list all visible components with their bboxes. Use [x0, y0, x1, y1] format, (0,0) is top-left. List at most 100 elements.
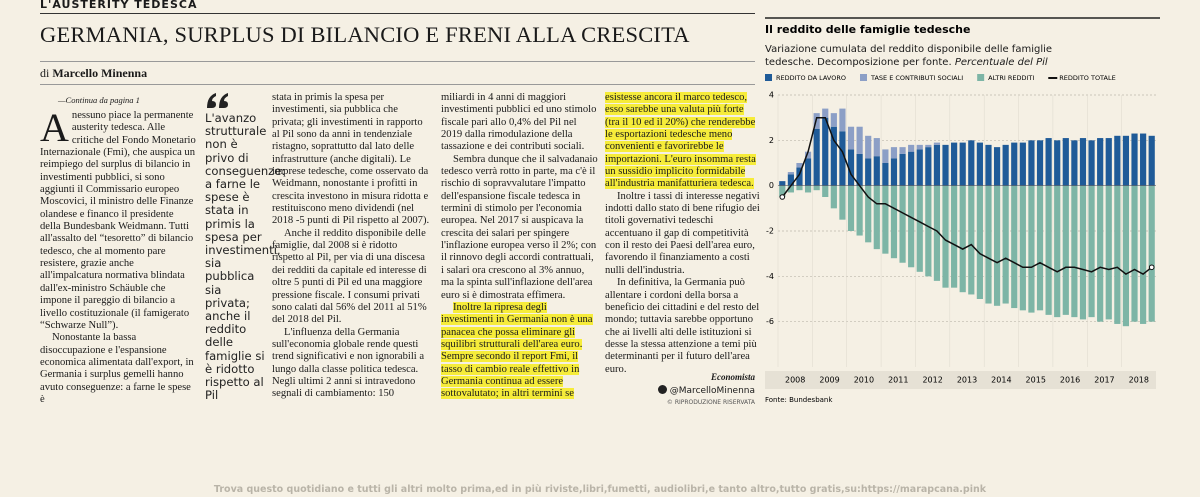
legend-swatch [765, 74, 772, 81]
section-label: L'AUSTERITY TEDESCA [40, 0, 198, 11]
bar-segment [1045, 138, 1052, 186]
bar-segment [1105, 138, 1112, 186]
legend-swatch [977, 74, 985, 81]
bar-segment [1045, 185, 1052, 315]
bar-segment [1036, 185, 1044, 311]
x-tick-label: 2012 [922, 376, 942, 385]
chart-source: Fonte: Bundesbank [765, 396, 833, 404]
bar-segment [813, 129, 820, 186]
byline-prefix: di [40, 66, 50, 80]
bar-segment [804, 151, 812, 159]
bar-segment [1079, 138, 1087, 186]
bar-segment [882, 185, 889, 254]
bar-segment [1019, 142, 1026, 186]
bar-segment [1071, 185, 1078, 318]
bar-segment [804, 158, 812, 186]
rights: © RIPRODUZIONE RISERVATA [666, 399, 755, 406]
chart-description: Variazione cumulata del reddito disponib… [765, 43, 1095, 69]
bar-segment [787, 172, 794, 175]
legend-label: ALTRI REDDITI [988, 74, 1034, 82]
twitter-icon [657, 385, 667, 394]
bar-segment [959, 185, 966, 293]
y-tick-label: 2 [769, 136, 774, 145]
bar-segment [1148, 135, 1155, 186]
bar-segment [873, 156, 880, 186]
bar-segment [925, 185, 932, 277]
bar-segment [976, 185, 983, 299]
bar-segment [839, 131, 846, 186]
y-tick-label: 0 [769, 181, 774, 190]
bar-segment [1140, 133, 1147, 186]
bar-segment [976, 142, 983, 186]
bar-segment [1028, 140, 1035, 186]
bar-segment [1071, 140, 1078, 186]
bar-segment [916, 185, 923, 272]
x-tick-label: 2018 [1129, 376, 1149, 385]
quote-icon [207, 93, 228, 108]
bar-segment [1062, 138, 1069, 186]
bar-segment [1011, 185, 1018, 309]
bar-segment [1097, 185, 1104, 322]
chart-subtitle: Variazione cumulata del reddito disponib… [765, 44, 1053, 68]
bar-segment [1036, 140, 1044, 186]
bar-segment [959, 142, 966, 186]
bar-segment [1122, 185, 1130, 327]
legend-label: REDDITO DA LAVORO [776, 74, 846, 82]
bar-segment [916, 144, 923, 150]
bar-segment [847, 149, 855, 186]
headline: GERMANIA, SURPLUS DI BILANCIO E FRENI AL… [40, 22, 690, 47]
paragraph: Anche il reddito disponibile delle famig… [272, 227, 427, 326]
signature-handle: @MarcelloMinenna [605, 385, 755, 396]
bar-segment [925, 144, 932, 148]
bar-segment [1088, 185, 1095, 318]
bar-segment [899, 147, 906, 154]
bar-segment [787, 174, 794, 186]
paragraph: Sembra dunque che il salvadanaio tedesco… [441, 153, 598, 301]
bar-segment [1002, 144, 1009, 186]
bar-segment [916, 149, 923, 186]
bar-segment [968, 140, 975, 186]
bar-segment [1062, 185, 1069, 315]
handle: @MarcelloMinenna [669, 386, 755, 396]
bar-segment [856, 153, 863, 186]
pull-quote: L'avanzo strutturale non è privo di cons… [205, 111, 286, 403]
byline: di Marcello Minenna [40, 66, 147, 81]
x-tick-label: 2013 [957, 376, 977, 385]
bar-segment [942, 144, 949, 186]
paragraph: Nonostante la bassa disoccupazione e l'e… [40, 332, 194, 405]
chart-title: Il reddito delle famiglie tedesche [765, 23, 970, 36]
bar-segment [985, 185, 992, 304]
bar-segment [779, 181, 786, 186]
bar-segment [993, 147, 1001, 186]
bar-segment [865, 135, 872, 159]
bar-segment [1131, 185, 1138, 322]
bar-segment [882, 163, 889, 186]
bar-segment [813, 185, 820, 191]
bar-segment [1054, 140, 1061, 186]
column: miliardi in 4 anni di maggiori investime… [441, 92, 599, 402]
chart: Il reddito delle famiglie tedesche Fonte… [765, 17, 1160, 404]
bar-segment [873, 138, 880, 157]
paragraph: stata in primis la spesa per investiment… [272, 92, 430, 227]
bar-segment [813, 113, 820, 129]
bar-segment [779, 185, 786, 197]
legend-label: TASE E CONTRIBUTI SOCIALI [870, 74, 963, 82]
bar-segment [1140, 185, 1147, 324]
x-axis-band [765, 371, 1156, 389]
bar-segment [822, 185, 829, 197]
paragraph: In definitiva, la Germania può allentare… [605, 277, 760, 372]
bar-segment [1122, 135, 1130, 186]
x-tick-label: 2010 [854, 376, 874, 385]
column: stata in primis la spesa per investiment… [272, 92, 430, 402]
end-marker [1148, 264, 1155, 271]
bar-segment [839, 185, 846, 220]
bar-segment [899, 153, 906, 186]
x-tick-label: 2017 [1094, 376, 1114, 385]
y-tick-label: -6 [766, 317, 774, 326]
bar-segment [856, 126, 863, 154]
bar-segment [804, 185, 812, 193]
bar-segment [822, 117, 829, 186]
bar-segment [839, 108, 846, 132]
y-tick-label: -4 [766, 272, 774, 281]
bar-segment [933, 144, 941, 186]
